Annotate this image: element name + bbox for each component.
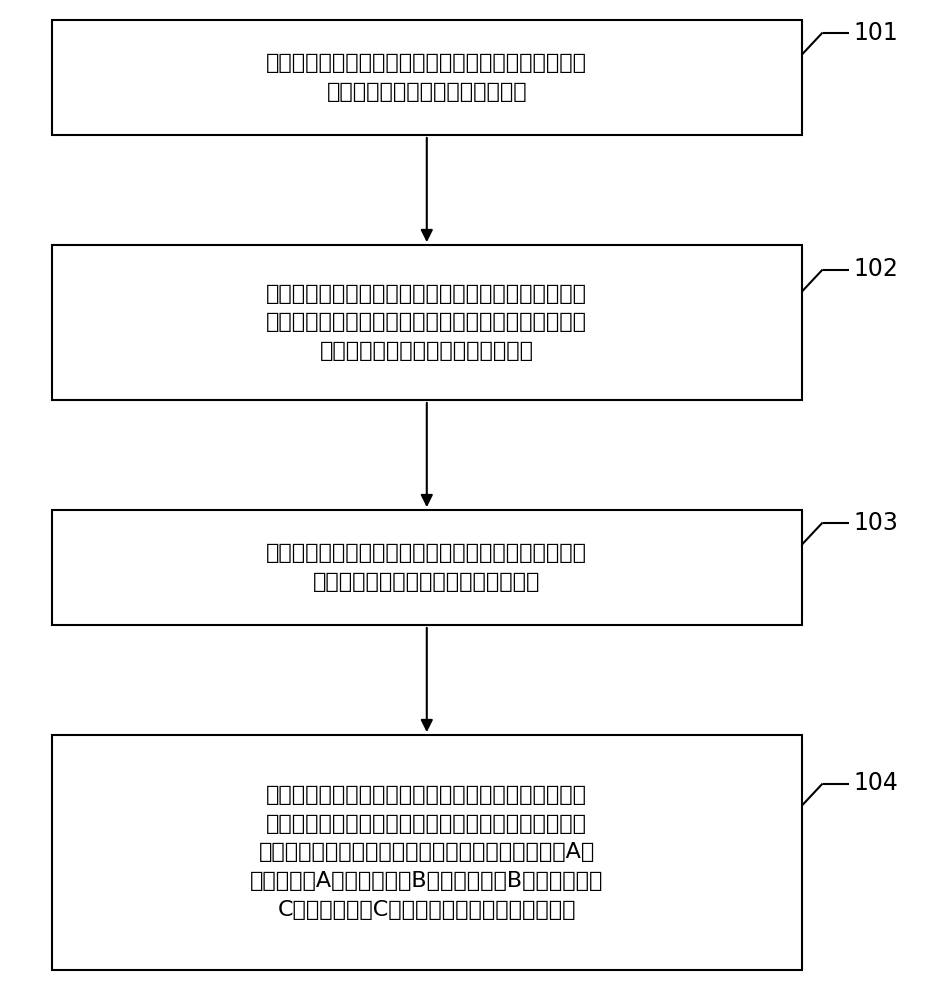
Text: 104: 104 [854,772,899,796]
Bar [52,20,802,135]
Bar [52,735,802,970]
Text: 将细化后的变压器模型的中压绕组开路，并将低压绕组
短路，对高压绕组施加预置第一三相短路电流，对低压
绕组施加预置第二三相短路电流，通过仿真计算得到A相
高压绕组: 将细化后的变压器模型的中压绕组开路，并将低压绕组 短路，对高压绕组施加预置第一三… [250,785,603,920]
Text: 102: 102 [854,257,899,282]
Text: 101: 101 [854,20,899,44]
Bar [52,510,802,625]
Bar [52,245,802,400]
Text: 根据分区受力结果对高压绕组、低压绕组的分区绕组进
行线圈建模，得到细化后的变压器模型: 根据分区受力结果对高压绕组、低压绕组的分区绕组进 行线圈建模，得到细化后的变压器… [266,543,587,592]
Text: 对三维磁结构耦合模型进行绕组短路静态仿真操作，得
到绕组受力密度，根据绕组受力密度进行计算得到高压
绕组和低压绕组的分区绕组受力结果: 对三维磁结构耦合模型进行绕组短路静态仿真操作，得 到绕组受力密度，根据绕组受力密… [266,284,587,361]
Text: 103: 103 [854,510,899,534]
Text: 构建三相变压器的三维磁结构耦合模型，将三维磁结构
耦合模型的绕组均等分为十个分区: 构建三相变压器的三维磁结构耦合模型，将三维磁结构 耦合模型的绕组均等分为十个分区 [266,53,587,102]
